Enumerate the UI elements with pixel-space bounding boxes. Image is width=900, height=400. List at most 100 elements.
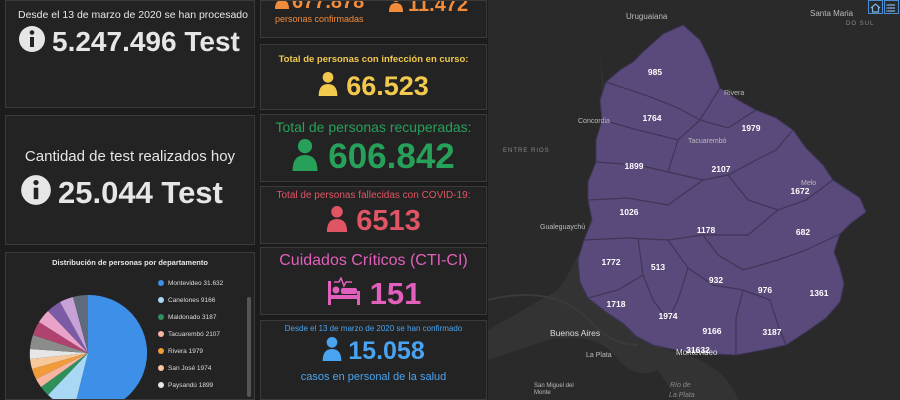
place-label: La Plata: [669, 392, 695, 399]
legend-item[interactable]: Rivera 1979: [158, 348, 203, 355]
deaths-value: 6513: [356, 205, 421, 237]
person-icon: [389, 1, 403, 17]
person-icon: [322, 337, 342, 366]
distribution-title: Distribución de personas por departament…: [52, 258, 208, 267]
pie-slice-maldonado: [41, 353, 88, 395]
legend-item[interactable]: Montevideo 31.632: [158, 280, 223, 287]
recovered-panel: Total de personas recuperadas: 606.842: [260, 114, 487, 182]
place-label: Rivera: [724, 90, 745, 97]
legend-color-icon: [158, 365, 164, 372]
confirmed-secondary: 11.472: [408, 0, 469, 16]
department-count[interactable]: 1178: [696, 225, 716, 235]
critical-care-panel: Cuidados Críticos (CTI-CI) 151: [260, 247, 487, 315]
department-count[interactable]: 2107: [711, 164, 731, 174]
active-caption: Total de personas con infección en curso…: [278, 54, 469, 65]
home-icon: [870, 3, 881, 13]
department-count[interactable]: 1764: [642, 113, 662, 123]
place-label: Uruguaiana: [626, 12, 668, 21]
tests-total-value: 5.247.496 Test: [52, 25, 240, 57]
person-icon: [318, 72, 338, 101]
legend-scrollbar[interactable]: [247, 297, 251, 397]
deaths-caption: Total de personas fallecidas con COVID-1…: [276, 190, 471, 201]
pie-slice-other-2: [33, 322, 88, 353]
list-icon: [886, 4, 895, 12]
department-count[interactable]: 1361: [809, 288, 829, 298]
deaths-panel: Total de personas fallecidas con COVID-1…: [260, 186, 487, 244]
tests-total-panel: Desde el 13 de marzo de 2020 se han proc…: [5, 0, 255, 108]
cti-value: 151: [369, 276, 422, 311]
tests-today-panel: Cantidad de test realizados hoy 25.044 T…: [5, 115, 255, 245]
legend-color-icon: [158, 280, 164, 287]
recovered-value: 606.842: [328, 137, 455, 176]
hospital-bed-icon: [326, 275, 362, 312]
tests-today-caption: Cantidad de test realizados hoy: [24, 148, 236, 165]
pie-slice-san-jose: [30, 353, 88, 369]
department-count[interactable]: 1772: [601, 257, 621, 267]
department-count[interactable]: 1718: [606, 299, 626, 309]
place-label: Santa Maria: [810, 9, 854, 18]
pie-slice-other-4: [48, 302, 88, 353]
coast-line: [488, 294, 639, 346]
active-value: 66.523: [346, 71, 429, 101]
recovered-caption: Total de personas recuperadas:: [275, 119, 472, 135]
pie-slice-tacuarembo: [36, 353, 88, 387]
department-pie-chart[interactable]: [6, 293, 156, 400]
legend-color-icon: [158, 382, 164, 389]
home-button[interactable]: [868, 0, 883, 14]
department-count[interactable]: 976: [757, 285, 773, 295]
health-caption: Desde el 13 de marzo de 2020 se han conf…: [284, 324, 463, 333]
uruguay-outline: [577, 24, 867, 356]
place-label: Melo: [801, 180, 817, 187]
info-icon: [20, 174, 52, 211]
place-label: DO SUL: [846, 21, 875, 27]
pie-slice-other-3: [39, 311, 88, 353]
person-icon: [326, 206, 348, 237]
health-label: casos en personal de la salud: [300, 371, 447, 383]
department-count[interactable]: 513: [650, 262, 666, 272]
place-label: Montevideo: [676, 348, 718, 357]
tests-today-value: 25.044 Test: [58, 174, 223, 210]
person-icon: [292, 138, 318, 176]
place-label: Gualeguaychú: [540, 224, 586, 231]
department-count[interactable]: 682: [795, 227, 811, 237]
legend-item[interactable]: San José 1974: [158, 365, 211, 372]
department-count[interactable]: 31632: [686, 345, 710, 355]
department-count[interactable]: 1974: [658, 311, 678, 321]
place-label: Tacuarembó: [688, 138, 727, 145]
distribution-panel: Distribución de personas por departament…: [5, 252, 255, 400]
department-count[interactable]: 1899: [624, 161, 644, 171]
department-count[interactable]: 1672: [790, 186, 810, 196]
layer-list-button[interactable]: [884, 0, 899, 14]
legend-item[interactable]: Paysandú 1899: [158, 382, 213, 389]
active-cases-panel: Total de personas con infección en curso…: [260, 44, 487, 110]
legend-color-icon: [158, 297, 164, 304]
pie-slice-other-5: [60, 297, 88, 353]
confirmed-panel: 677.878 personas confirmadas 11.472: [260, 0, 487, 38]
legend-color-icon: [158, 348, 164, 355]
place-label: ENTRE RIOS: [503, 148, 550, 154]
legend-item[interactable]: Canelones 9166: [158, 297, 215, 304]
person-icon: [275, 1, 289, 14]
department-count[interactable]: 9166: [702, 326, 722, 336]
legend-item[interactable]: Tacuarembó 2107: [158, 331, 220, 338]
legend-color-icon: [158, 314, 164, 321]
legend-item[interactable]: Maldonado 3187: [158, 314, 216, 321]
place-label: Río de: [670, 382, 691, 389]
place-label: La Plata: [586, 352, 612, 359]
legend-color-icon: [158, 331, 164, 338]
cti-caption: Cuidados Críticos (CTI-CI): [279, 252, 468, 269]
pie-slice-canelones: [48, 353, 88, 399]
pie-slice-paysandu: [29, 349, 88, 359]
place-label: Buenos Aires: [550, 328, 601, 338]
department-count[interactable]: 932: [708, 275, 724, 285]
department-count[interactable]: 1026: [619, 207, 639, 217]
department-count[interactable]: 985: [647, 67, 663, 77]
department-count[interactable]: 1979: [741, 123, 761, 133]
map-canvas[interactable]: [488, 0, 900, 400]
department-borders: [583, 81, 841, 355]
department-count[interactable]: 3187: [762, 327, 782, 337]
pie-slice-rivera: [32, 353, 88, 379]
pie-slice-other-6: [73, 295, 88, 353]
health-staff-panel: Desde el 13 de marzo de 2020 se han conf…: [260, 320, 487, 400]
uruguay-map[interactable]: Uruguaiana Santa Maria DO SUL Rivera Con…: [488, 0, 900, 400]
